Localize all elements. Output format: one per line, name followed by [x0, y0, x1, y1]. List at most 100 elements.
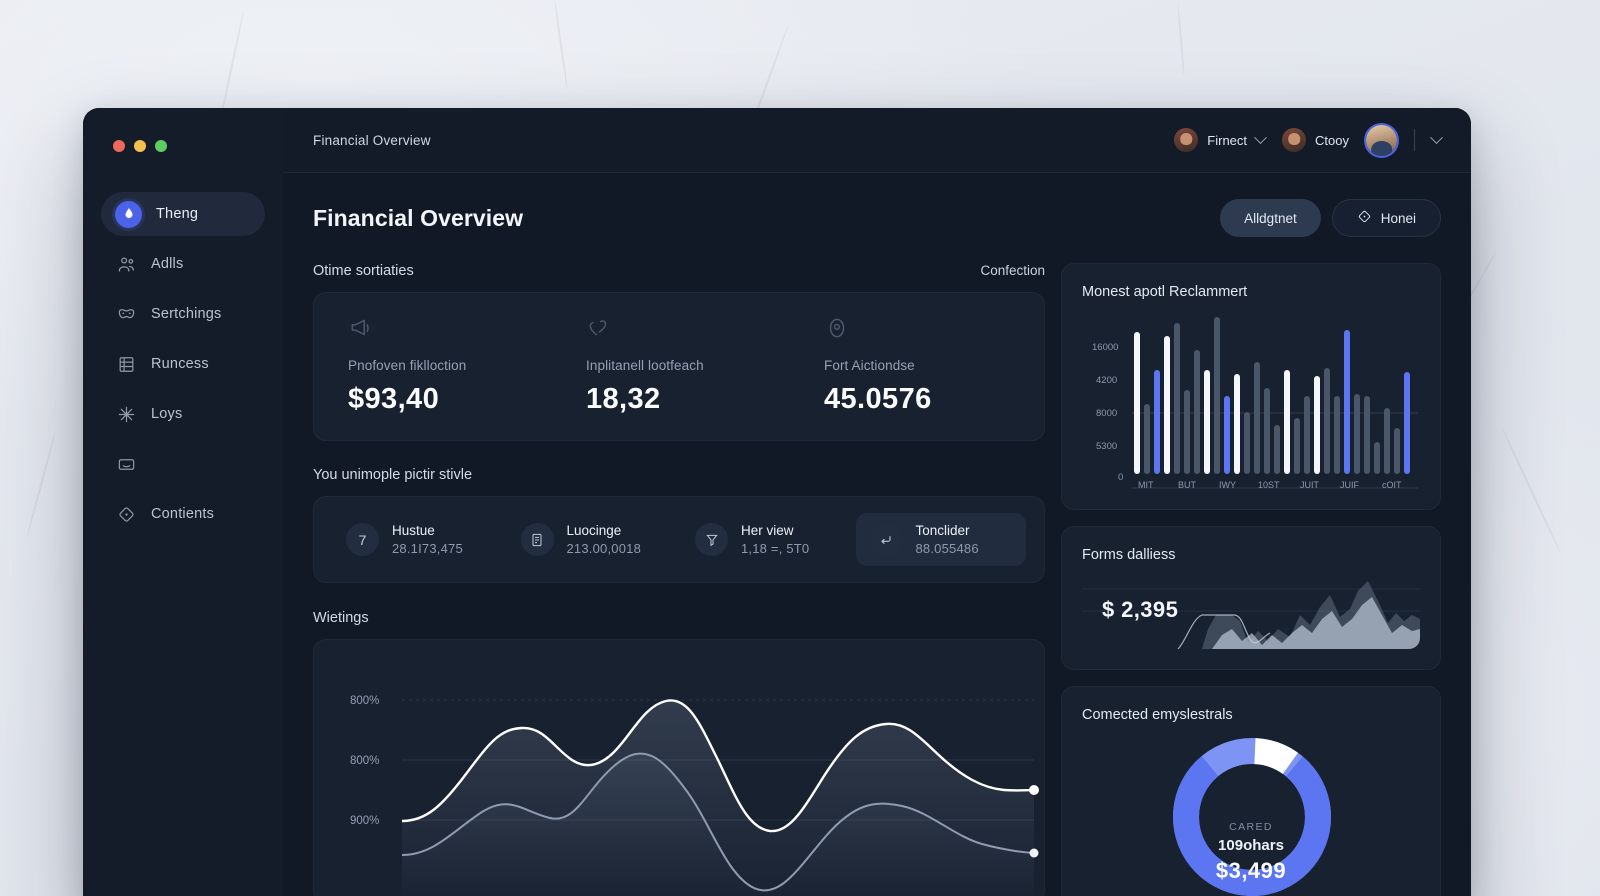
line-section-header: Wietings	[313, 610, 1045, 626]
button-label: Honei	[1380, 210, 1416, 226]
close-button[interactable]	[113, 140, 125, 152]
sidebar-item-sertchings[interactable]: Sertchings	[101, 292, 265, 336]
stat-item-luocinge[interactable]: Luocinge 213.00,0018	[507, 513, 678, 566]
sidebar-item-adlls[interactable]: Adlls	[101, 242, 265, 286]
stat-item-tonclider[interactable]: Tonclider 88.055486	[855, 513, 1026, 566]
stat-value: 28.1I73,475	[392, 541, 463, 556]
donut-card[interactable]: Comected emyslestrals CARED	[1061, 686, 1441, 896]
button-label: Alldgtnet	[1244, 210, 1297, 226]
stat-title: Tonclider	[915, 523, 970, 538]
kpi-label: Inplitanell lootfeach	[586, 358, 704, 373]
dashboard-grid: Otime sortiaties Confection Pnofoven fik…	[313, 263, 1441, 896]
stat-item-her-view[interactable]: Her view 1,18 =, 5T0	[681, 513, 852, 566]
kpi-value: 18,32	[586, 383, 661, 415]
stat-value: 88.055486	[915, 541, 979, 556]
return-icon	[869, 523, 903, 556]
section-title: You unimople pictir stivle	[313, 467, 473, 483]
card-icon	[115, 453, 137, 475]
right-column: Monest apotl Reclammert 16000 4200 8000 …	[1061, 263, 1441, 896]
topbar-actions: Firnect Ctooy	[1174, 124, 1443, 156]
user-chip-label: Firnect	[1207, 132, 1248, 148]
bar-chart: 16000 4200 8000 5300 0	[1092, 317, 1418, 490]
divider	[1414, 129, 1415, 151]
section-action[interactable]: Confection	[980, 263, 1045, 278]
sidebar-item-label: Runcess	[151, 356, 209, 372]
kpi-value: $93,40	[348, 383, 440, 415]
profile-avatar[interactable]	[1366, 124, 1397, 156]
forms-card[interactable]: Forms dalliess $ 2,395	[1061, 526, 1441, 670]
donut-center-label: CARED 109ohars $3,499	[1216, 821, 1286, 884]
sidebar: Theng Adlls	[83, 108, 283, 896]
svg-text:800%: 800%	[350, 755, 379, 767]
area-outline	[1177, 614, 1271, 649]
svg-text:IWY: IWY	[1219, 480, 1236, 490]
section-title: Wietings	[313, 610, 369, 626]
kpi-value: 45.0576	[824, 383, 932, 415]
chevron-down-icon[interactable]	[1430, 130, 1443, 144]
sidebar-item-contients[interactable]: Contients	[101, 492, 265, 536]
svg-text:10ST: 10ST	[1258, 480, 1280, 490]
svg-text:900%: 900%	[350, 815, 379, 827]
main-area: Financial Overview Firnect Ctooy Financi	[283, 108, 1471, 896]
stat-title: Luocinge	[566, 523, 622, 538]
honei-button[interactable]: Honei	[1331, 199, 1441, 237]
sidebar-item-label: Theng	[156, 206, 199, 222]
svg-text:800%: 800%	[350, 695, 379, 707]
donut-chart	[1173, 738, 1331, 896]
sidebar-item-loys[interactable]: Loys	[101, 392, 265, 436]
droplet-icon	[115, 200, 142, 228]
diamond-icon	[1357, 209, 1372, 227]
svg-text:MIT: MIT	[1138, 480, 1154, 490]
line-chart-card[interactable]: 800% 800% 900%	[313, 639, 1045, 896]
section-title: Otime sortiaties	[313, 263, 414, 279]
kpi-label: Pnofoven fiklloction	[348, 358, 467, 373]
diamond-icon	[115, 503, 137, 525]
kpi-card[interactable]: Fort Aictiondse 45.0576	[798, 315, 1036, 416]
stat-title: Her view	[741, 523, 794, 538]
avatar	[1282, 128, 1307, 152]
sparkle-icon	[115, 403, 137, 425]
minimize-button[interactable]	[134, 140, 146, 152]
line-series-primary-fill	[402, 700, 1034, 896]
bar-series	[1134, 317, 1410, 474]
donut-caption: CARED	[1229, 821, 1273, 833]
stat-value: 213.00,0018	[566, 541, 641, 556]
target-icon	[824, 315, 850, 341]
donut-segment-a	[1173, 738, 1331, 896]
sidebar-item-runcess[interactable]: Runcess	[101, 342, 265, 386]
page-actions: Alldgtnet Honei	[1220, 199, 1441, 237]
stats-section-header: You unimople pictir stivle	[313, 467, 1045, 483]
sidebar-item-theng[interactable]: Theng	[101, 192, 265, 236]
user-chip-firnect[interactable]: Firnect	[1174, 128, 1267, 152]
card-title: Forms dalliess	[1082, 547, 1176, 563]
overview-section-header: Otime sortiaties Confection	[313, 263, 1045, 279]
app-window: Theng Adlls	[83, 108, 1471, 896]
svg-text:8000: 8000	[1096, 408, 1117, 419]
alldgtnet-button[interactable]: Alldgtnet	[1220, 199, 1321, 237]
sidebar-item-label: Adlls	[151, 256, 184, 272]
stat-title: Hustue	[392, 523, 435, 538]
filter-icon	[695, 523, 728, 556]
stat-item-hustue[interactable]: 7 Hustue 28.1I73,475	[332, 513, 503, 566]
sidebar-item-card[interactable]	[101, 442, 265, 486]
heart-hand-icon	[586, 315, 612, 341]
stat-value: 1,18 =, 5T0	[741, 541, 810, 556]
stat-row: 7 Hustue 28.1I73,475	[313, 496, 1045, 583]
user-chip-ctooy[interactable]: Ctooy	[1282, 128, 1349, 152]
svg-text:JUIT: JUIT	[1300, 480, 1320, 490]
donut-chart-wrap: CARED 109ohars $3,499	[1082, 735, 1420, 896]
kpi-card[interactable]: Inplitanell lootfeach 18,32	[560, 315, 798, 416]
avatar	[1174, 128, 1199, 152]
breadcrumb: Financial Overview	[313, 132, 431, 148]
badge-seven-icon: 7	[346, 523, 379, 556]
kpi-card[interactable]: Pnofoven fiklloction $93,40	[322, 315, 560, 416]
sidebar-item-label: Sertchings	[151, 306, 222, 322]
svg-text:0: 0	[1118, 472, 1123, 483]
sidebar-nav: Theng Adlls	[101, 192, 265, 536]
bar-chart-card[interactable]: Monest apotl Reclammert 16000 4200 8000 …	[1061, 263, 1441, 510]
maximize-button[interactable]	[155, 140, 167, 152]
topbar: Financial Overview Firnect Ctooy	[283, 108, 1471, 173]
kpi-card-group: Pnofoven fiklloction $93,40 Inplitanell …	[313, 292, 1045, 441]
card-title: Monest apotl Reclammert	[1082, 284, 1248, 300]
chevron-down-icon	[1254, 130, 1267, 144]
